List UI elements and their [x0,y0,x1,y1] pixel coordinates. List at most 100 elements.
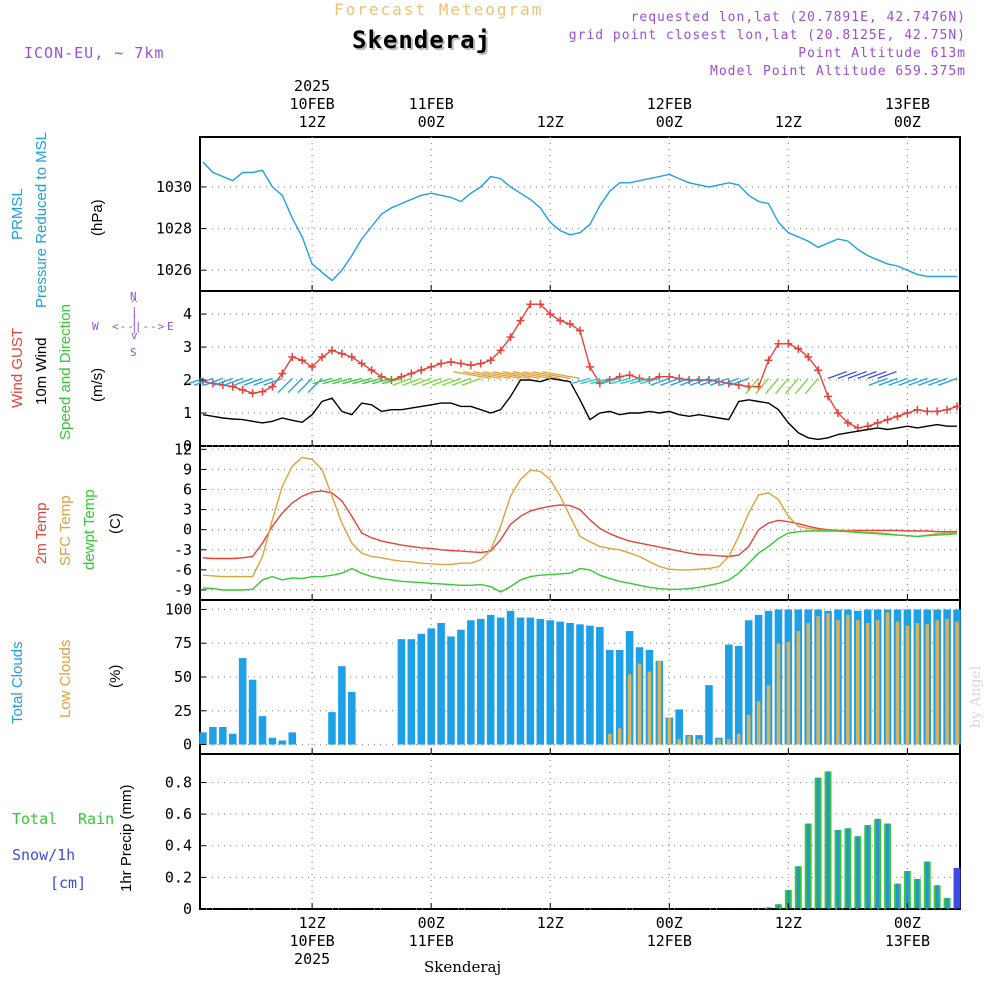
temperature-ytick-label: -6 [174,561,192,579]
compass-south: S [130,346,137,359]
gust-marker [476,359,485,368]
total-cloud-bar [467,620,475,745]
rain-bar-core [925,861,929,909]
gust-marker [486,356,495,365]
total-cloud-bar [268,737,277,745]
wind-arrow [600,377,620,385]
pressure-ytick-label: 1030 [156,178,192,196]
total-cloud-bar [615,649,624,745]
total-cloud-bar [536,618,545,745]
gust-marker [556,316,565,325]
rain-bar-core [915,878,919,909]
wind-arrow [322,377,343,385]
temperature-ytick-label: -9 [174,581,192,599]
precip-ytick-label: 0 [183,900,192,918]
clouds-ytick-label: 100 [165,600,192,618]
snow-label: Snow/1h [12,846,76,864]
gust-marker [675,374,684,383]
total-cloud-bar [437,622,445,745]
gust-marker [833,409,842,418]
wind-arrow [938,377,958,386]
top-time-tick: 13FEB 00Z [884,95,930,131]
total-cloud-bar [278,740,287,745]
wind-arrow [441,377,462,386]
gridpoint-coords: grid point closest lon,lat (20.8125E, 42… [568,28,966,43]
gust-marker [496,346,505,355]
wind-arrow [719,377,739,386]
gust-marker [337,349,346,358]
wind-ytick-label: 2 [183,371,192,389]
rain-bar-core [786,890,790,909]
gust-marker [774,339,783,348]
gust-marker [248,389,257,398]
wind-arrow [857,370,877,380]
bottom-time-tick: 12Z [774,914,802,932]
2m-temp-line [202,490,957,560]
snow-bar [953,867,961,909]
gust-marker [903,409,912,418]
pressure-frame [199,136,961,292]
total-cloud-bar [258,716,267,745]
clouds-ytick-label: 50 [174,668,192,686]
gust-marker [407,369,416,378]
gust-marker [397,372,406,381]
total-cloud-bar [397,639,406,745]
total-cloud-bar [556,621,564,745]
wind-arrow [542,371,581,380]
wind-arrow [223,377,243,386]
dewpt-temp-line [202,530,958,593]
gust-marker [923,407,932,416]
footer-location: Skenderaj [424,958,502,976]
wind-arrow [898,377,918,386]
low-cloud-bar [935,620,939,745]
low-cloud-bar [736,733,741,745]
wind-arrow [868,377,888,386]
gust-marker [883,415,892,424]
rain-bar-core [866,825,870,909]
rain-bar-core [846,828,850,909]
total-cloud-bar [605,649,614,745]
gust-marker [764,356,773,365]
wind-arrow [482,371,521,380]
low-cloud-bar [895,621,900,745]
low-cloud-bar [607,733,612,745]
compass-east: E [167,320,174,333]
gust-marker [546,310,555,319]
wind-arrow [765,377,779,395]
temperature-ytick-label: 9 [183,460,192,478]
bottom-time-tick: 00Z 12FEB [646,914,692,950]
wind-arrow [639,377,660,385]
wind-arrow [908,377,928,386]
total-cloud-bar [348,691,356,745]
wind-arrow [918,377,938,386]
total-cloud-bar [477,618,485,745]
gust-marker [447,357,456,366]
rain-bar-core [935,885,939,909]
wind-arrow [629,377,650,385]
gust-marker [466,361,475,370]
wind-arrow [451,377,472,386]
wind-arrow [670,377,690,386]
low-cloud-bar [627,674,632,745]
gust-marker [347,352,356,361]
wind-arrow [590,377,610,385]
low-cloud-bar [786,641,791,745]
gust-marker [655,372,664,381]
total-cloud-bar [754,614,763,745]
low-cloud-bar [746,714,751,745]
wind-arrow [332,377,352,385]
low-cloud-bar [826,613,830,745]
wind-arrow [473,371,511,380]
total-cloud-bar [338,666,346,745]
total-cloud-bar [596,627,604,745]
low-cloud-bar [677,739,682,745]
rain-label: Rain [78,810,115,828]
total-cloud-bar [288,732,297,745]
temperature-ytick-label: 3 [183,501,192,519]
wind-arrow [610,377,630,385]
low-cloud-bar [846,614,850,745]
wind-arrow [522,371,561,380]
total-cloud-bar [199,732,207,745]
low-cloud-bar [756,701,761,745]
gust-marker [615,372,624,381]
